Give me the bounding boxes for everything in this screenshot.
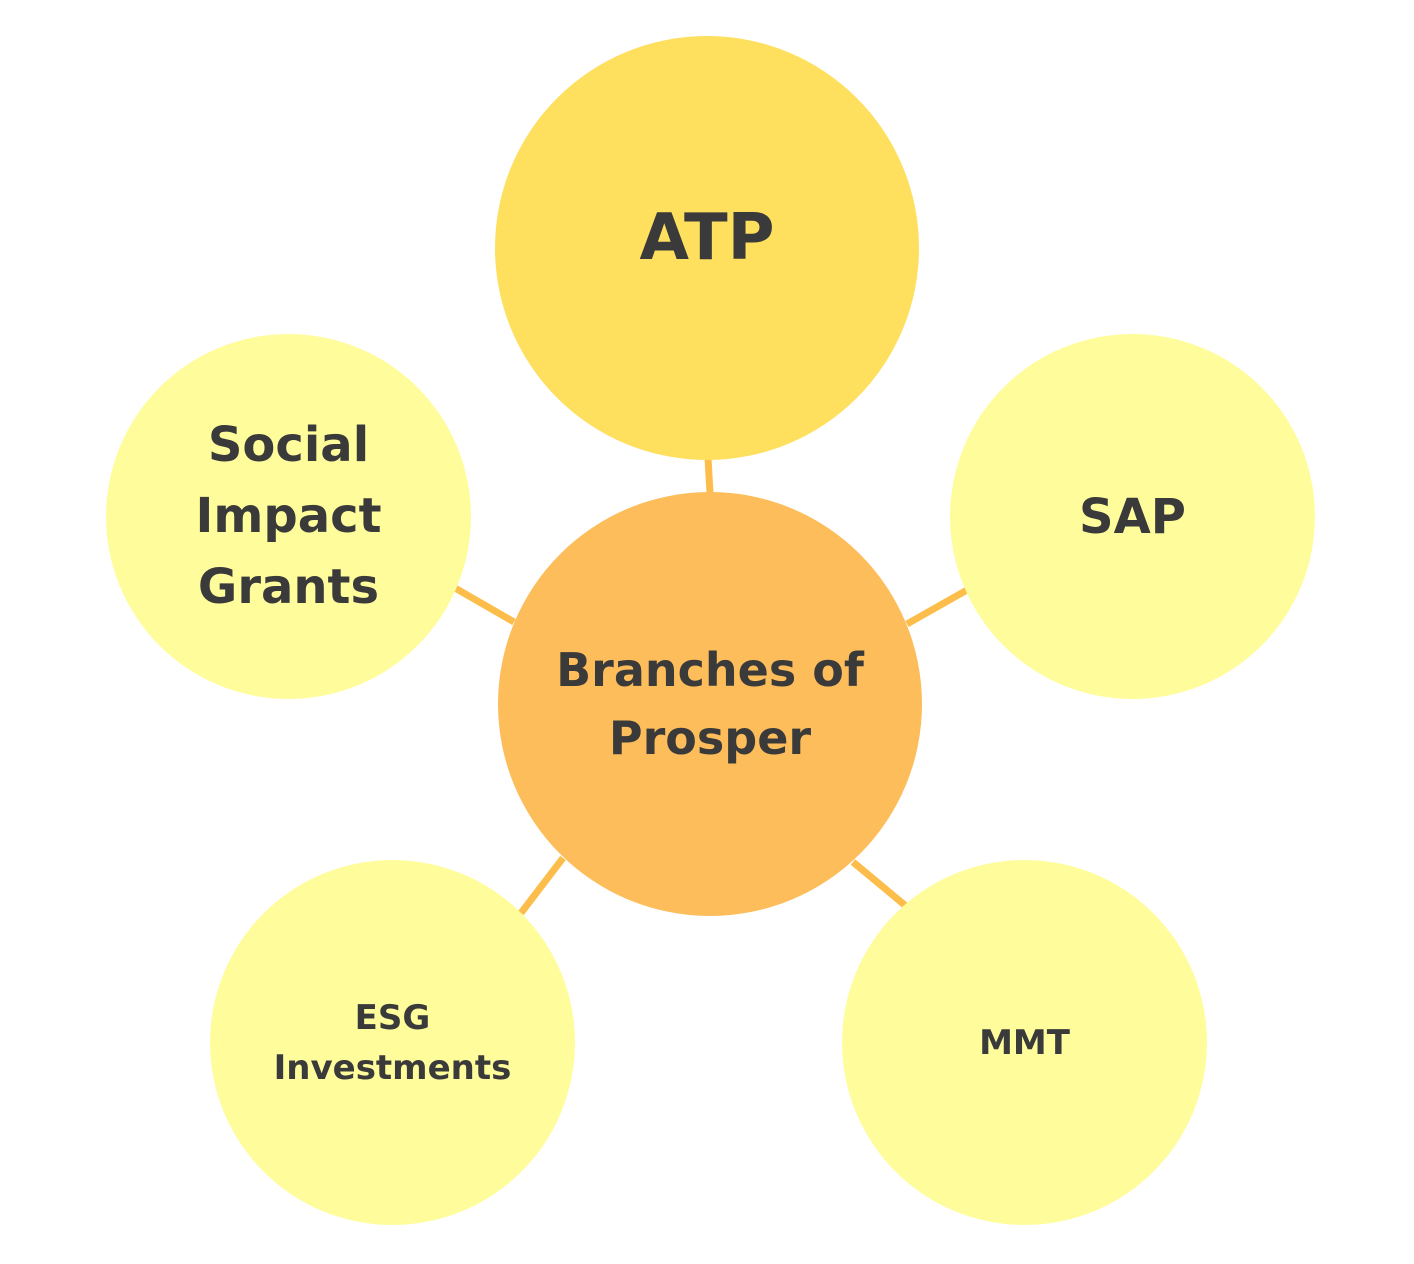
node-mmt: MMT (842, 860, 1207, 1225)
sap-label: SAP (1079, 488, 1186, 545)
center-label-line2: Prosper (608, 711, 812, 765)
connector-sap (905, 586, 969, 628)
node-center-branches-of-prosper: Branches of Prosper (498, 492, 922, 916)
social-label-line3: Grants (197, 559, 380, 615)
node-sap: SAP (950, 334, 1315, 699)
mmt-label: MMT (979, 1022, 1070, 1063)
esg-label-line2: Investments (273, 1047, 512, 1088)
node-social-impact-grants: Social Impact Grants (106, 334, 471, 699)
connector-social (453, 584, 516, 626)
center-label-line1: Branches of (556, 643, 864, 697)
atp-label: ATP (639, 201, 775, 275)
social-label-line1: Social (207, 417, 370, 473)
node-atp: ATP (495, 36, 919, 460)
connector-atp (704, 457, 714, 494)
esg-label-line1: ESG (354, 997, 431, 1038)
connector-esg (518, 855, 566, 916)
social-label-line2: Impact (195, 488, 382, 544)
connector-mmt (850, 859, 910, 910)
node-esg-investments: ESG Investments (210, 860, 575, 1225)
